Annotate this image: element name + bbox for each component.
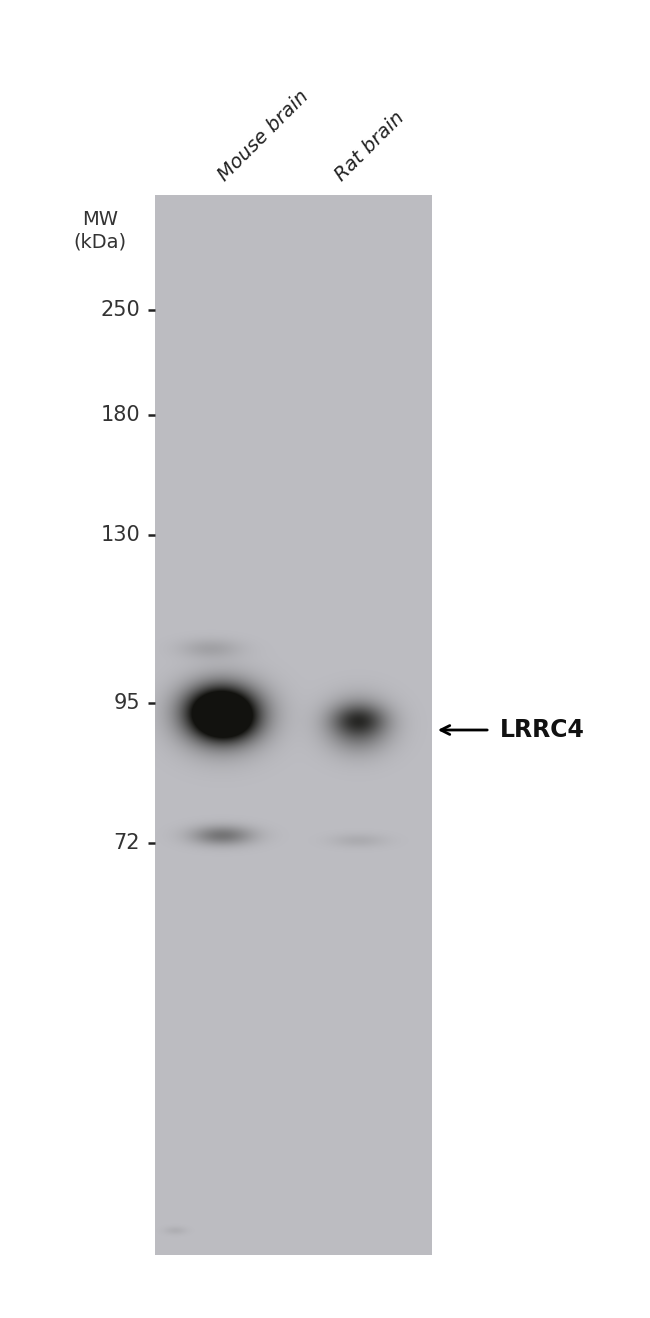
Bar <box>155 195 432 1255</box>
Text: 72: 72 <box>114 833 140 853</box>
Text: 180: 180 <box>100 405 140 424</box>
Text: MW
(kDa): MW (kDa) <box>73 210 127 250</box>
Text: 130: 130 <box>100 525 140 546</box>
Text: 95: 95 <box>113 693 140 713</box>
Text: Mouse brain: Mouse brain <box>214 87 313 185</box>
Text: Rat brain: Rat brain <box>332 108 408 185</box>
Text: LRRC4: LRRC4 <box>500 718 585 742</box>
Text: 250: 250 <box>100 301 140 320</box>
